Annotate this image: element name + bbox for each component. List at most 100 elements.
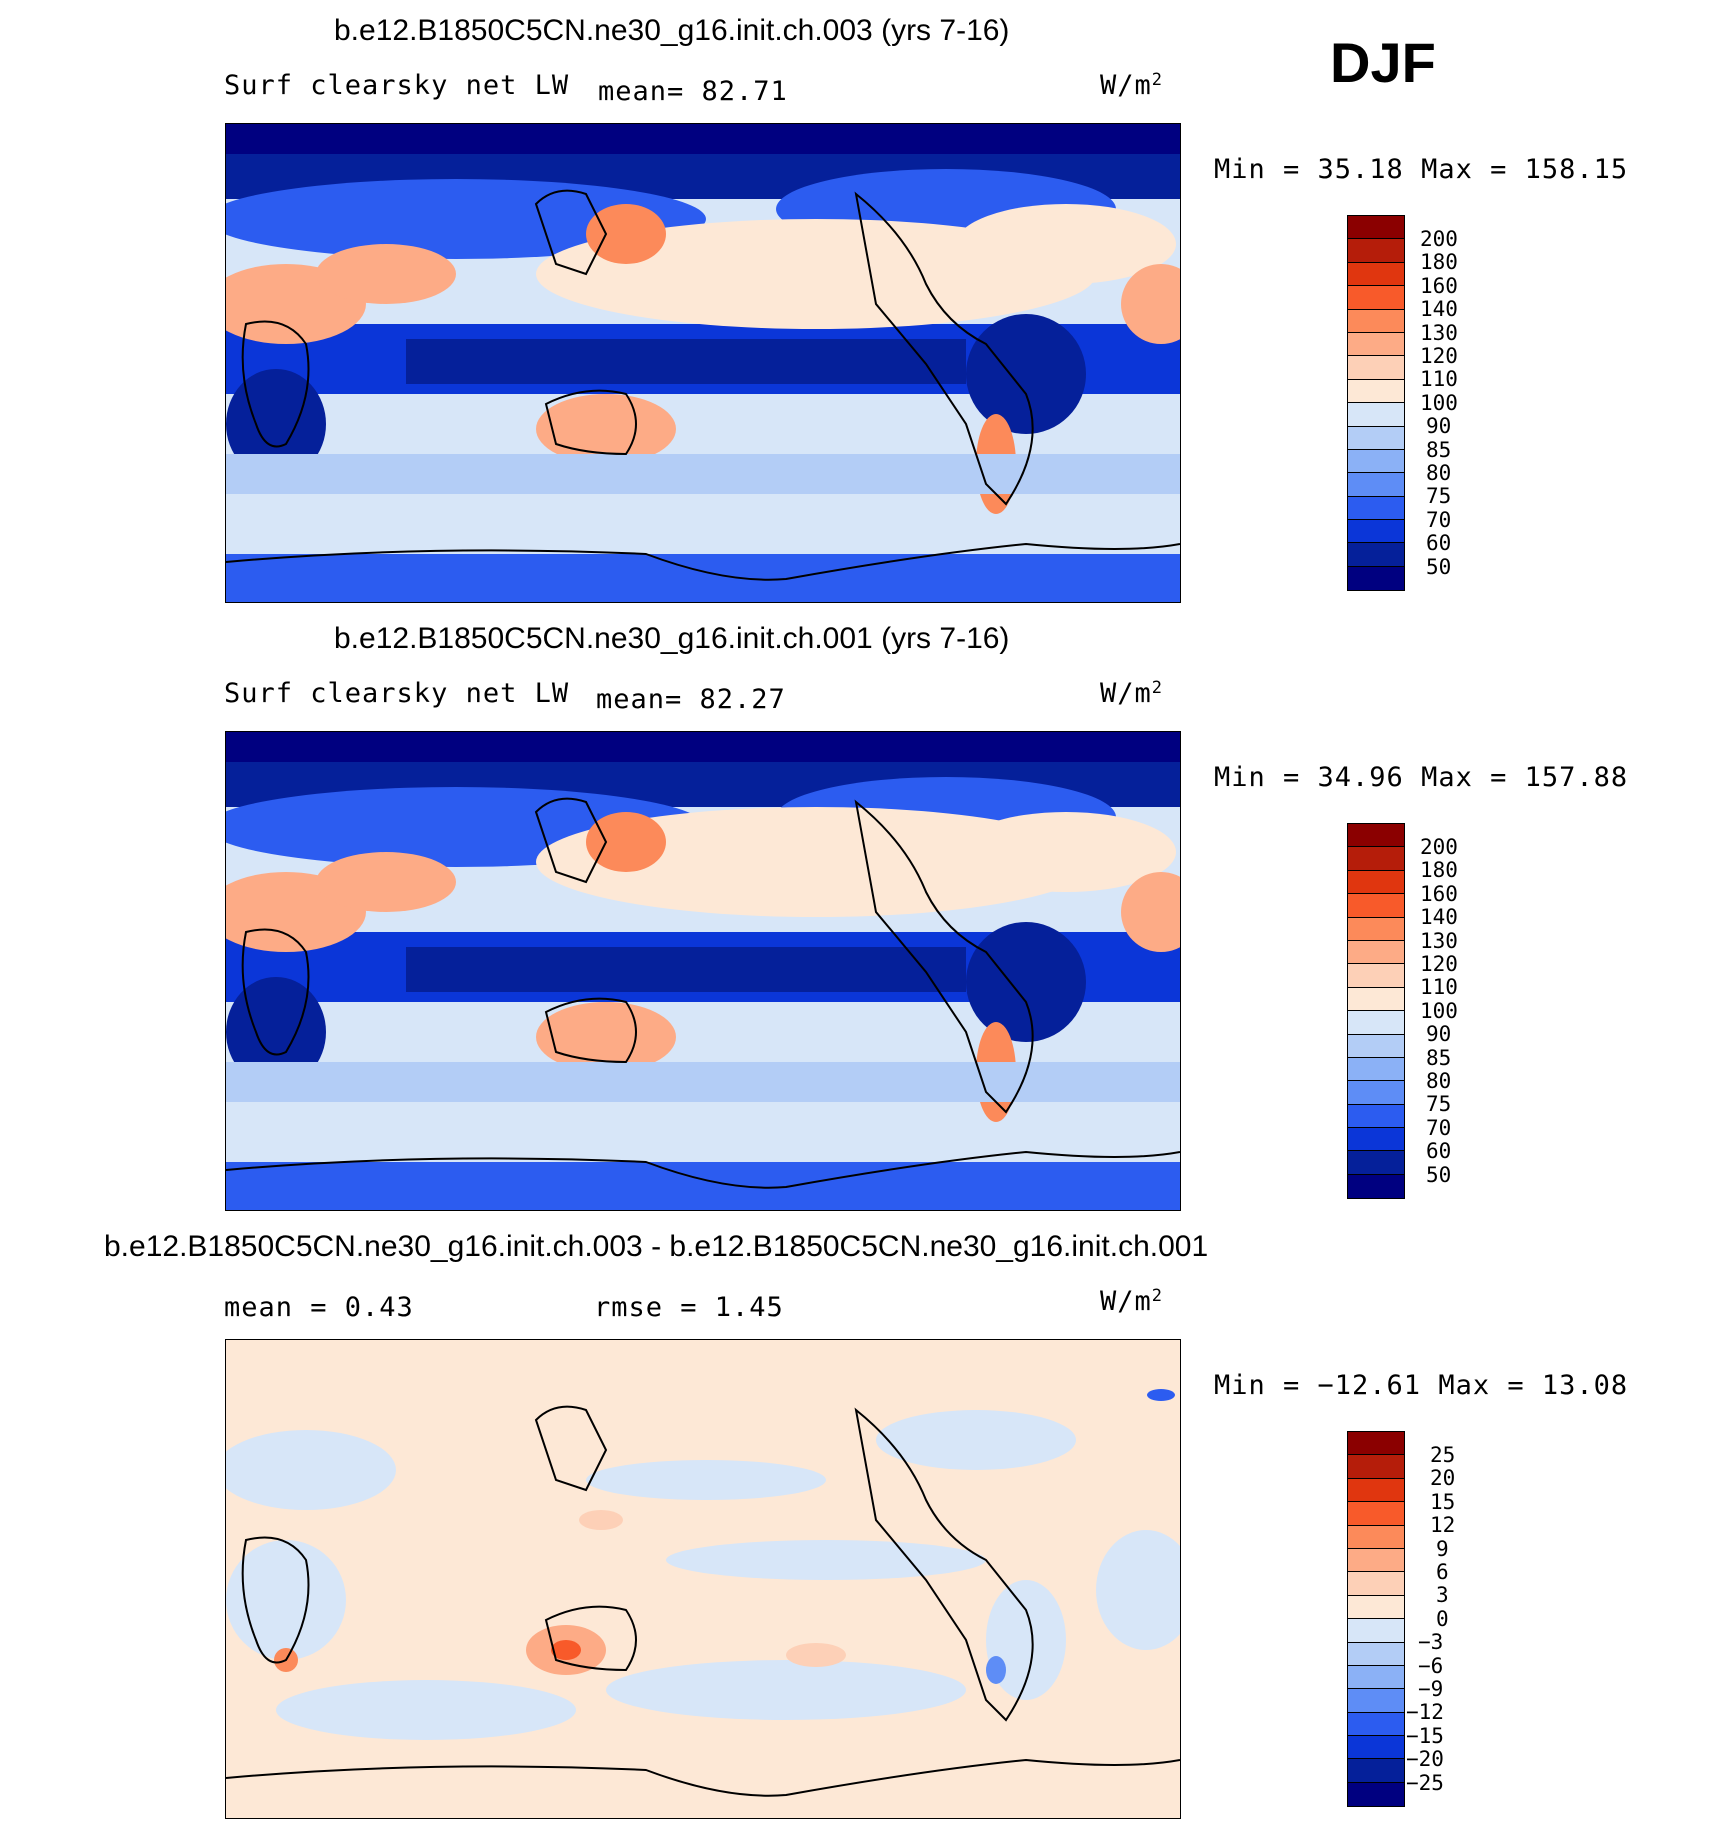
panel-1-antarctic-band bbox=[226, 554, 1180, 602]
panel-1-colorbar-box bbox=[1348, 356, 1404, 380]
panel-1-colorbar-box bbox=[1348, 309, 1404, 333]
panel-1-colorbar-label: 60 bbox=[1426, 531, 1452, 555]
panel-3-colorbar-label: 0 bbox=[1436, 1607, 1449, 1631]
panel-1-amazon-cold bbox=[966, 314, 1086, 434]
panel-3-pacific-positive bbox=[786, 1643, 846, 1667]
panel-2-colorbar-label: 60 bbox=[1426, 1139, 1452, 1163]
panel-2-variable-label: Surf clearsky net LW bbox=[224, 678, 570, 709]
panel-2-colorbar-box bbox=[1348, 824, 1404, 848]
panel-2-colorbar-box bbox=[1348, 940, 1404, 965]
panel-1-siberia-cold bbox=[226, 179, 706, 259]
panel-1-colorbar-label: 130 bbox=[1420, 321, 1458, 345]
panel-2-colorbar-label: 85 bbox=[1426, 1046, 1452, 1070]
panel-3-colorbar-label: 9 bbox=[1436, 1537, 1449, 1561]
panel-3-colorbar-label: −12 bbox=[1406, 1700, 1444, 1724]
panel-1-variable-label: Surf clearsky net LW bbox=[224, 70, 570, 101]
panel-2-colorbar-label: 110 bbox=[1420, 975, 1458, 999]
panel-3-colorbar-label: 20 bbox=[1430, 1466, 1456, 1490]
panel-1-colorbar-box bbox=[1348, 543, 1404, 567]
panel-3-australia-coastline bbox=[544, 1605, 637, 1672]
panel-1-colorbar-label: 140 bbox=[1420, 297, 1458, 321]
panel-3-colorbar-box bbox=[1348, 1665, 1404, 1690]
panel-1-mean-label: mean= 82.71 bbox=[598, 76, 788, 107]
panel-1-africa-coastline bbox=[241, 320, 310, 448]
panel-2-colorbar-label: 90 bbox=[1426, 1022, 1452, 1046]
panel-1-title: b.e12.B1850C5CN.ne30_g16.init.ch.003 (yr… bbox=[334, 14, 1010, 47]
panel-3-africa-negative bbox=[226, 1540, 346, 1660]
panel-1-colorbar-label: 50 bbox=[1426, 555, 1452, 579]
panel-3-south-pacific-negative bbox=[606, 1660, 966, 1720]
panel-3-colorbar-label: −25 bbox=[1406, 1771, 1444, 1795]
panel-1-colorbar-box bbox=[1348, 239, 1404, 263]
panel-3-colorbar bbox=[1347, 1431, 1405, 1808]
panel-3-colorbar-label: −3 bbox=[1418, 1630, 1444, 1654]
panel-2-map-svg bbox=[226, 732, 1180, 1210]
panel-2-southern-band bbox=[226, 1062, 1180, 1102]
panel-1-africa-east-warm bbox=[1121, 264, 1180, 344]
panel-1-colorbar-label: 80 bbox=[1426, 461, 1452, 485]
panel-2-australia-coastline bbox=[544, 997, 637, 1064]
panel-2-colorbar-box bbox=[1348, 964, 1404, 988]
panel-2-colorbar-label: 80 bbox=[1426, 1069, 1452, 1093]
panel-1-colorbar-label: 75 bbox=[1426, 484, 1452, 508]
panel-2-colorbar-box bbox=[1348, 1104, 1404, 1129]
panel-3-colorbar-label: 15 bbox=[1430, 1490, 1456, 1514]
panel-3-colorbar-box bbox=[1348, 1736, 1404, 1760]
panel-3-colorbar-box bbox=[1348, 1689, 1404, 1713]
panel-3-colorbar-box bbox=[1348, 1432, 1404, 1456]
season-label: DJF bbox=[1330, 31, 1436, 94]
panel-3-colorbar-label: 25 bbox=[1430, 1443, 1456, 1467]
panel-1-arabia-warm bbox=[316, 244, 456, 304]
panel-1-colorbar-box bbox=[1348, 262, 1404, 287]
panel-1-colorbar-label: 180 bbox=[1420, 250, 1458, 274]
panel-2-australia-warm bbox=[536, 1002, 676, 1072]
panel-3-andes-negative bbox=[986, 1656, 1006, 1684]
panel-2-title: b.e12.B1850C5CN.ne30_g16.init.ch.001 (yr… bbox=[334, 622, 1010, 655]
panel-3-greenland-negative bbox=[1147, 1389, 1175, 1401]
panel-3-atlantic-negative bbox=[1096, 1530, 1180, 1650]
panel-1-colorbar-box bbox=[1348, 566, 1404, 591]
panel-2-colorbar-box bbox=[1348, 917, 1404, 941]
panel-3-title: b.e12.B1850C5CN.ne30_g16.init.ch.003 - b… bbox=[104, 1230, 1209, 1263]
panel-3-colorbar-label: 3 bbox=[1436, 1583, 1449, 1607]
panel-2-colorbar-label: 160 bbox=[1420, 882, 1458, 906]
panel-1-colorbar-label: 120 bbox=[1420, 344, 1458, 368]
panel-3-colorbar-box bbox=[1348, 1712, 1404, 1737]
panel-1-colorbar-box bbox=[1348, 286, 1404, 310]
panel-2-colorbar-box bbox=[1348, 1081, 1404, 1105]
panel-2-colorbar-box bbox=[1348, 894, 1404, 918]
panel-3-minmax: Min = −12.61 Max = 13.08 bbox=[1214, 1370, 1629, 1401]
panel-1-colorbar-box bbox=[1348, 426, 1404, 450]
panel-1-map bbox=[225, 123, 1181, 603]
panel-2-colorbar-box bbox=[1348, 1151, 1404, 1175]
panel-2-america-coastline bbox=[854, 799, 1034, 1114]
panel-3-colorbar-label: −15 bbox=[1406, 1724, 1444, 1748]
panel-3-colorbar-box bbox=[1348, 1595, 1404, 1620]
panel-1-colorbar-box bbox=[1348, 449, 1404, 474]
panel-2-africa-coastline bbox=[241, 928, 310, 1056]
panel-2-africa-east-warm bbox=[1121, 872, 1180, 952]
panel-2-colorbar-label: 50 bbox=[1426, 1163, 1452, 1187]
panel-3-africa-coastline bbox=[241, 1536, 310, 1664]
panel-1-warm-pool bbox=[406, 339, 966, 384]
panel-3-mean-label: mean = 0.43 bbox=[224, 1292, 414, 1323]
panel-2-minmax: Min = 34.96 Max = 157.88 bbox=[1214, 762, 1629, 793]
panel-2-colorbar-box bbox=[1348, 847, 1404, 871]
panel-1-colorbar-label: 200 bbox=[1420, 227, 1458, 251]
panel-1-colorbar-label: 110 bbox=[1420, 367, 1458, 391]
panel-2-colorbar bbox=[1347, 823, 1405, 1200]
panel-1-congo-cold bbox=[226, 369, 326, 479]
panel-1-japan-warm bbox=[586, 204, 666, 264]
panel-2-antarctica-coastline bbox=[226, 1150, 1180, 1189]
panel-3-india-positive bbox=[579, 1510, 623, 1530]
panel-1-arctic-band bbox=[226, 124, 1180, 154]
panel-3-colorbar-box bbox=[1348, 1502, 1404, 1526]
panel-1-map-svg bbox=[226, 124, 1180, 602]
panel-1-colorbar-label: 70 bbox=[1426, 508, 1452, 532]
panel-1-colorbar-box bbox=[1348, 520, 1404, 544]
panel-2-colorbar-box bbox=[1348, 870, 1404, 895]
panel-3-north-pacific-negative bbox=[586, 1460, 826, 1500]
panel-1-colorbar-box bbox=[1348, 379, 1404, 404]
panel-3-canada-negative bbox=[876, 1410, 1076, 1470]
panel-1-southern-band bbox=[226, 454, 1180, 494]
